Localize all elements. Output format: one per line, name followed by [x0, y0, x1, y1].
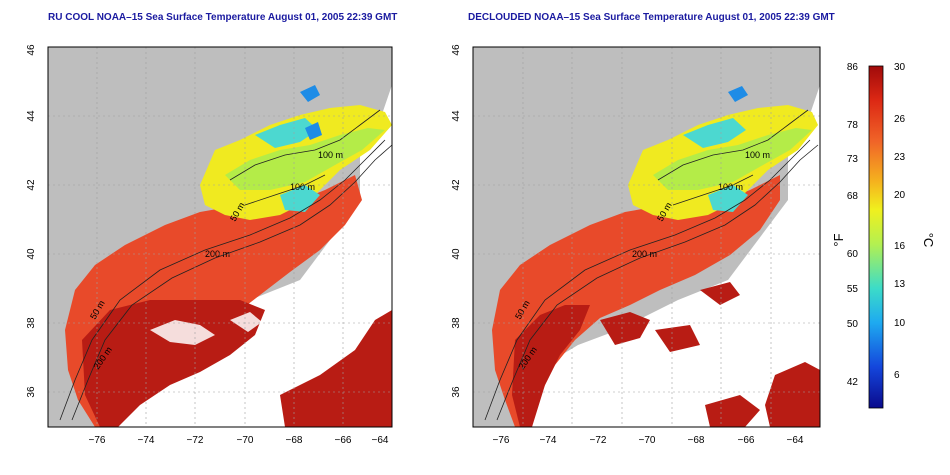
lon-tick-label: −76: [89, 435, 106, 446]
colorbar: [868, 65, 884, 409]
c-tick-label: 6: [894, 370, 900, 381]
lat-axis-right: 36 38 40 42 44 46: [451, 44, 462, 398]
panel-left-title: RU COOL NOAA–15 Sea Surface Temperature …: [48, 12, 398, 23]
sst-coldest-spot: [728, 86, 748, 102]
sst-mid-band: [653, 128, 812, 190]
f-tick-label: 86: [847, 62, 859, 73]
lat-tick-label: 46: [26, 44, 37, 56]
lat-tick-label: 40: [451, 248, 462, 260]
map-grid: [48, 47, 392, 427]
lat-tick-label: 46: [451, 44, 462, 56]
colorbar-celsius-ticks: 30 26 23 20 16 13 10 6: [894, 62, 906, 381]
bathymetry-contour: [496, 144, 819, 421]
f-tick-label: 68: [847, 191, 859, 202]
c-tick-label: 30: [894, 62, 906, 73]
bathymetry-contour: [71, 144, 392, 421]
contour-label: 200 m: [205, 249, 230, 259]
lon-tick-label: −64: [372, 435, 389, 446]
sst-cold-core: [683, 118, 748, 212]
open-ocean: [528, 85, 820, 427]
sst-hot-region: [82, 300, 265, 427]
contour-label: 100 m: [745, 150, 770, 160]
lon-axis-right: −76 −74 −72 −70 −68 −66 −64: [493, 435, 804, 446]
bathymetry-contour: [657, 109, 809, 206]
cloud-patches: [150, 312, 262, 406]
c-tick-label: 26: [894, 114, 906, 125]
panel-right-title: DECLOUDED NOAA–15 Sea Surface Temperatur…: [468, 12, 835, 23]
f-tick-label: 50: [847, 319, 859, 330]
lon-tick-label: −64: [787, 435, 804, 446]
lat-tick-label: 38: [451, 317, 462, 329]
contour-label: 100 m: [318, 150, 343, 160]
sst-mid-band: [225, 128, 385, 190]
f-tick-label: 60: [847, 249, 859, 260]
contour-label: 100 m: [290, 182, 315, 192]
sst-hot-patches: [600, 282, 820, 427]
lon-tick-label: −68: [286, 435, 303, 446]
lon-tick-label: −66: [738, 435, 755, 446]
map-panel-left: 100 m 100 m 50 m 200 m 50 m 200 m: [48, 47, 392, 427]
lat-tick-label: 42: [451, 179, 462, 191]
lon-tick-label: −76: [493, 435, 510, 446]
lon-tick-label: −72: [187, 435, 204, 446]
lat-tick-label: 44: [451, 110, 462, 122]
map-grid: [473, 47, 820, 427]
map-frame-right: [472, 46, 821, 428]
lon-tick-label: −70: [237, 435, 254, 446]
lon-axis-left: −76 −74 −72 −70 −68 −66 −64: [89, 435, 389, 446]
lat-tick-label: 42: [26, 179, 37, 191]
bathymetry-contour: [484, 139, 811, 421]
f-tick-label: 73: [847, 154, 859, 165]
bathymetry-contour: [229, 109, 381, 206]
sst-hot-region: [512, 305, 590, 427]
lon-tick-label: −72: [590, 435, 607, 446]
lat-tick-label: 36: [451, 386, 462, 398]
f-tick-label: 42: [847, 377, 859, 388]
lon-tick-label: −66: [335, 435, 352, 446]
celsius-unit-label: °C: [921, 233, 936, 248]
fahrenheit-unit-label: °F: [831, 233, 846, 246]
lat-axis-left: 36 38 40 42 44 46: [26, 44, 37, 398]
c-tick-label: 20: [894, 190, 906, 201]
bathymetry-contour: [59, 139, 386, 421]
sst-coldest-spot: [300, 85, 322, 140]
lat-tick-label: 40: [26, 248, 37, 260]
lat-tick-label: 44: [26, 110, 37, 122]
map-frame-left: [47, 46, 393, 428]
f-tick-label: 78: [847, 120, 859, 131]
lon-tick-label: −70: [639, 435, 656, 446]
sst-hot-offshore: [280, 310, 392, 427]
c-tick-label: 10: [894, 318, 906, 329]
contour-label: 100 m: [718, 182, 743, 192]
f-tick-label: 55: [847, 284, 859, 295]
lon-tick-label: −74: [138, 435, 155, 446]
lon-tick-label: −74: [540, 435, 557, 446]
lon-tick-label: −68: [688, 435, 705, 446]
sst-warm-region: [492, 175, 780, 427]
c-tick-label: 16: [894, 241, 906, 252]
lat-tick-label: 36: [26, 386, 37, 398]
lat-tick-label: 38: [26, 317, 37, 329]
colorbar-fahrenheit-ticks: 86 78 73 68 60 55 50 42: [847, 62, 859, 388]
map-panel-right: 100 m 100 m 50 m 200 m 50 m 200 m: [473, 47, 820, 427]
c-tick-label: 23: [894, 152, 906, 163]
c-tick-label: 13: [894, 279, 906, 290]
sst-cold-core: [255, 118, 320, 212]
